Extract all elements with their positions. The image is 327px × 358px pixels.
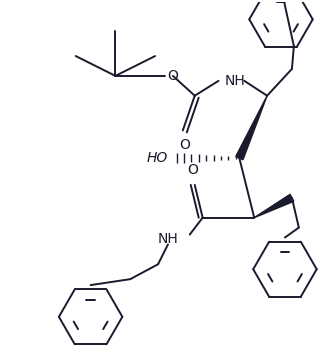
Polygon shape [254,194,294,218]
Text: O: O [187,163,198,177]
Text: HO: HO [147,151,168,165]
Text: O: O [180,138,190,153]
Text: O: O [167,69,178,83]
Polygon shape [236,96,267,160]
Text: NH: NH [157,232,178,246]
Text: NH: NH [224,74,245,88]
